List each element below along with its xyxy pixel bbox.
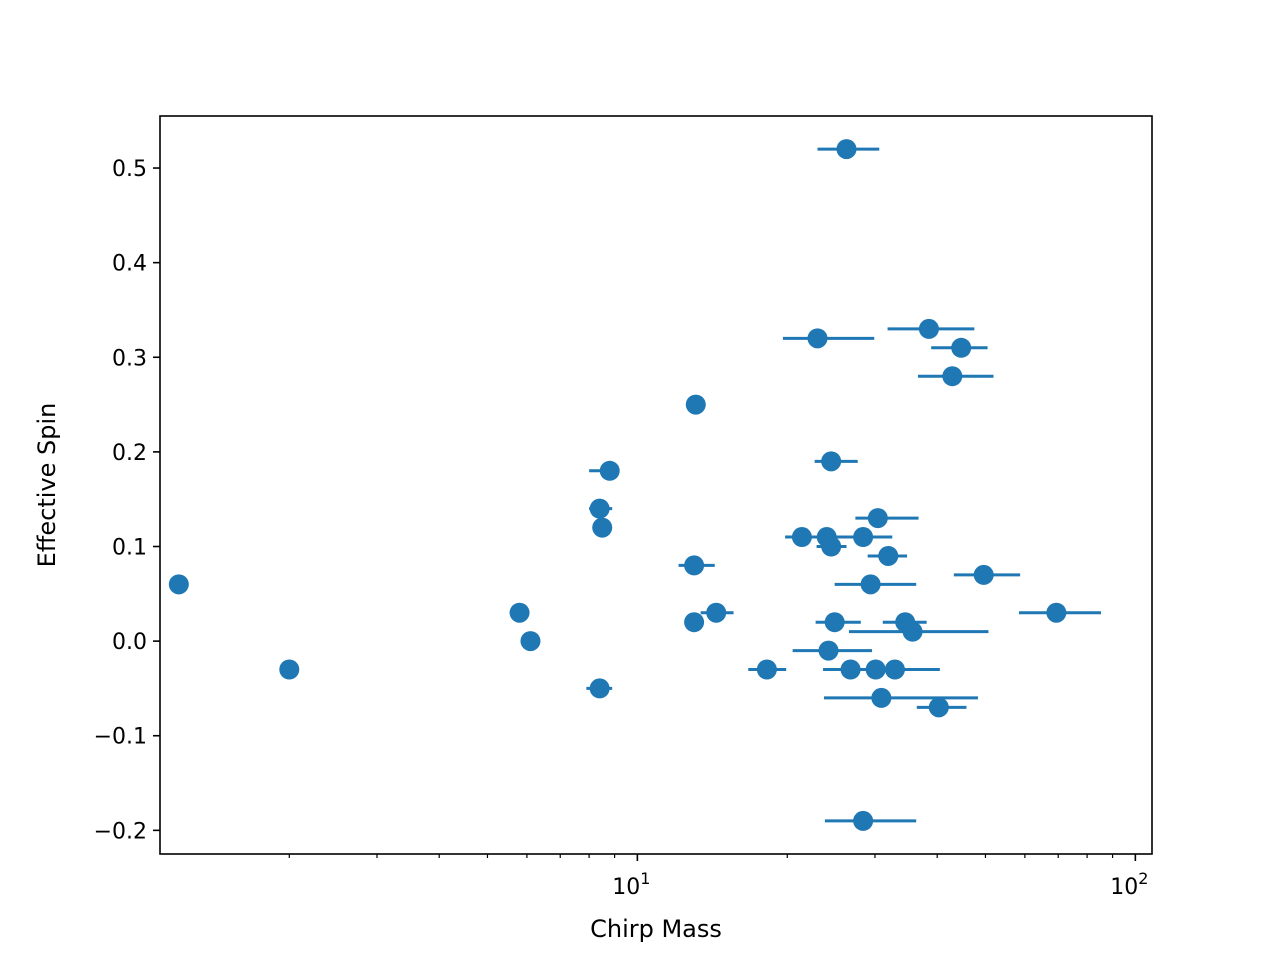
data-point [860, 574, 881, 595]
y-tick-label: 0.4 [112, 252, 147, 277]
data-point [871, 687, 892, 708]
data-point [756, 659, 777, 680]
data-point [867, 508, 888, 529]
data-point [821, 536, 842, 557]
y-tick-label: 0.2 [112, 441, 147, 466]
data-point [520, 631, 541, 652]
y-tick-label: 0.0 [112, 630, 147, 655]
y-tick-label: 0.5 [112, 157, 147, 182]
data-point [592, 517, 613, 538]
data-point [279, 659, 300, 680]
data-point [902, 621, 923, 642]
data-point [951, 337, 972, 358]
data-point [853, 810, 874, 831]
data-point [973, 564, 994, 585]
x-tick-label: 101 [612, 869, 650, 900]
data-point [589, 678, 610, 699]
data-point [1046, 602, 1067, 623]
data-point [821, 451, 842, 472]
x-axis-label: Chirp Mass [590, 915, 722, 943]
data-point [928, 697, 949, 718]
data-point [685, 394, 706, 415]
data-point [684, 612, 705, 633]
data-point [853, 527, 874, 548]
data-layer [168, 139, 1101, 831]
y-tick-label: 0.1 [112, 536, 147, 561]
data-point [509, 602, 530, 623]
data-point [168, 574, 189, 595]
data-point [684, 555, 705, 576]
data-point [836, 139, 857, 160]
x-tick-label: 102 [1110, 869, 1148, 900]
y-tick-label: −0.2 [94, 819, 147, 844]
data-point [791, 527, 812, 548]
data-point [865, 659, 886, 680]
data-point [599, 460, 620, 481]
data-point [589, 498, 610, 519]
data-point [807, 328, 828, 349]
data-point [824, 612, 845, 633]
data-point [840, 659, 861, 680]
y-tick-label: −0.1 [94, 725, 147, 750]
data-point [918, 318, 939, 339]
data-point [884, 659, 905, 680]
axes-layer: 101 102 −0.2 −0.1 0.0 0.1 0.2 0.3 0.4 0.5 [94, 157, 1149, 900]
data-point [706, 602, 727, 623]
data-point [878, 545, 899, 566]
y-axis-label: Effective Spin [33, 403, 61, 568]
y-tick-label: 0.3 [112, 346, 147, 371]
plot-frame [159, 115, 1153, 855]
data-point [942, 366, 963, 387]
data-point [818, 640, 839, 661]
